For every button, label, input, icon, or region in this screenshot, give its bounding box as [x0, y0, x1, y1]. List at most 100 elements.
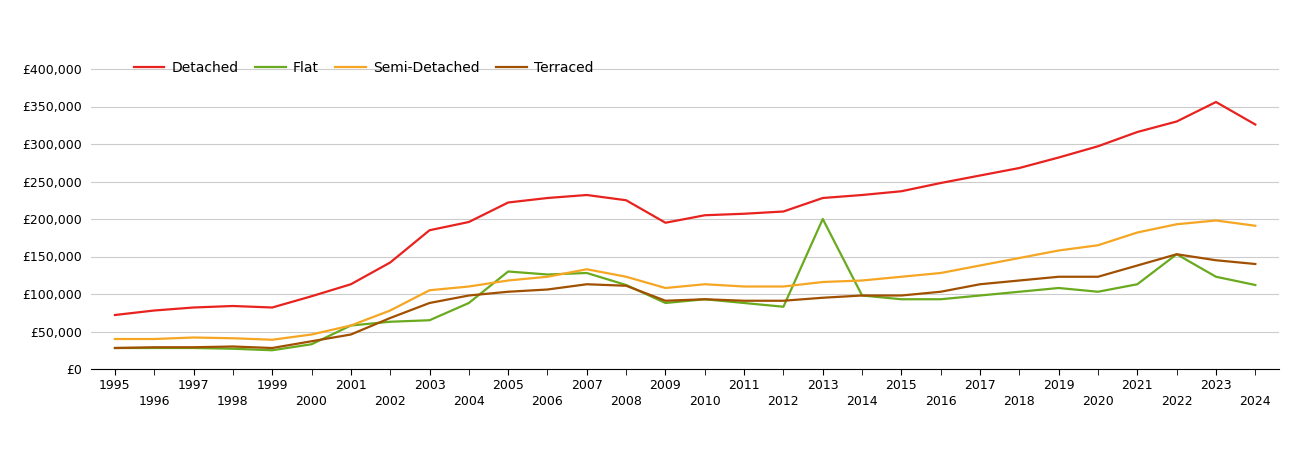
Detached — [224, 303, 240, 309]
Detached — [343, 282, 359, 287]
Semi-Detached — [814, 279, 830, 285]
Line: Semi-Detached: Semi-Detached — [115, 220, 1255, 340]
Flat — [185, 345, 201, 351]
Detached — [500, 200, 515, 205]
Flat — [343, 323, 359, 328]
Detached — [382, 260, 398, 265]
Terraced — [185, 345, 201, 350]
Detached — [265, 305, 281, 310]
Terraced — [304, 338, 320, 344]
Terraced — [382, 315, 398, 321]
Terraced — [1051, 274, 1066, 279]
Terraced — [461, 293, 476, 298]
Line: Terraced: Terraced — [115, 254, 1255, 348]
Terraced — [500, 289, 515, 294]
Semi-Detached — [304, 332, 320, 337]
Flat — [1090, 289, 1105, 294]
Detached — [697, 212, 713, 218]
Detached — [146, 308, 162, 313]
Terraced — [894, 293, 910, 298]
Flat — [697, 297, 713, 302]
Detached — [814, 195, 830, 201]
Flat — [579, 270, 595, 276]
Semi-Detached — [894, 274, 910, 279]
Detached — [619, 198, 634, 203]
Line: Flat: Flat — [115, 219, 1255, 350]
Terraced — [619, 283, 634, 288]
Legend: Detached, Flat, Semi-Detached, Terraced: Detached, Flat, Semi-Detached, Terraced — [134, 61, 594, 75]
Detached — [1208, 99, 1224, 105]
Flat — [304, 342, 320, 347]
Semi-Detached — [1090, 243, 1105, 248]
Line: Detached: Detached — [115, 102, 1255, 315]
Semi-Detached — [697, 282, 713, 287]
Terraced — [540, 287, 556, 292]
Detached — [855, 192, 870, 198]
Detached — [1011, 165, 1027, 171]
Terraced — [736, 298, 752, 303]
Terraced — [579, 282, 595, 287]
Semi-Detached — [500, 278, 515, 283]
Detached — [422, 228, 437, 233]
Terraced — [697, 297, 713, 302]
Semi-Detached — [382, 308, 398, 313]
Detached — [304, 293, 320, 299]
Flat — [1051, 285, 1066, 291]
Terraced — [343, 332, 359, 337]
Semi-Detached — [540, 274, 556, 279]
Detached — [1090, 144, 1105, 149]
Detached — [1169, 119, 1185, 124]
Detached — [658, 220, 673, 225]
Semi-Detached — [736, 284, 752, 289]
Semi-Detached — [855, 278, 870, 283]
Flat — [1169, 252, 1185, 257]
Detached — [107, 312, 123, 318]
Semi-Detached — [972, 263, 988, 268]
Detached — [933, 180, 949, 186]
Detached — [736, 211, 752, 216]
Semi-Detached — [107, 336, 123, 342]
Terraced — [933, 289, 949, 294]
Flat — [736, 300, 752, 306]
Flat — [382, 319, 398, 324]
Semi-Detached — [658, 285, 673, 291]
Flat — [814, 216, 830, 222]
Semi-Detached — [1130, 230, 1146, 235]
Detached — [1051, 155, 1066, 160]
Semi-Detached — [1051, 248, 1066, 253]
Terraced — [224, 344, 240, 349]
Semi-Detached — [224, 336, 240, 341]
Detached — [972, 173, 988, 178]
Flat — [1130, 282, 1146, 287]
Semi-Detached — [579, 266, 595, 272]
Flat — [461, 300, 476, 306]
Terraced — [972, 282, 988, 287]
Flat — [1248, 282, 1263, 288]
Terraced — [146, 345, 162, 350]
Semi-Detached — [1169, 221, 1185, 227]
Flat — [933, 297, 949, 302]
Terraced — [855, 293, 870, 298]
Detached — [461, 219, 476, 225]
Terraced — [265, 345, 281, 351]
Semi-Detached — [1208, 218, 1224, 223]
Terraced — [107, 345, 123, 351]
Flat — [540, 272, 556, 277]
Detached — [185, 305, 201, 310]
Flat — [146, 345, 162, 351]
Terraced — [775, 298, 791, 303]
Semi-Detached — [775, 284, 791, 289]
Detached — [579, 192, 595, 198]
Semi-Detached — [933, 270, 949, 276]
Detached — [1130, 129, 1146, 135]
Semi-Detached — [343, 323, 359, 328]
Flat — [894, 297, 910, 302]
Flat — [500, 269, 515, 274]
Flat — [265, 347, 281, 353]
Flat — [619, 282, 634, 288]
Flat — [855, 293, 870, 298]
Detached — [1248, 122, 1263, 127]
Flat — [972, 293, 988, 298]
Semi-Detached — [422, 288, 437, 293]
Terraced — [1248, 261, 1263, 267]
